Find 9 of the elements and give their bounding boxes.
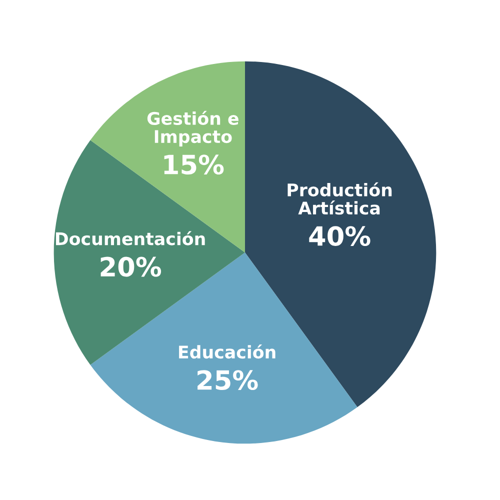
data-label: 25% [198, 370, 258, 390]
slice-label: Documentación [56, 231, 205, 246]
data-label: 15% [164, 154, 224, 175]
data-label: 20% [100, 256, 162, 277]
data-label: 40% [309, 226, 370, 246]
pie-slice [90, 252, 358, 444]
slice-label: Educación [179, 344, 276, 359]
slice-label: Gestión e Impacto [147, 110, 238, 146]
slice-label: Productión Artística [288, 182, 392, 215]
